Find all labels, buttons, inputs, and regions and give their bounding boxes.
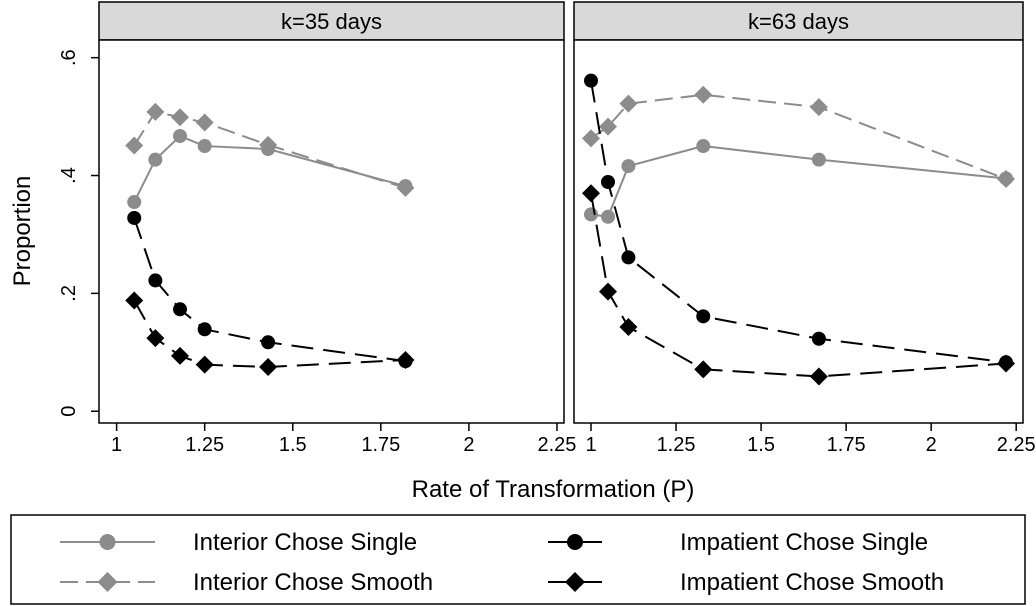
data-point — [146, 102, 165, 121]
x-tick-label: 1 — [111, 434, 122, 456]
data-point — [195, 355, 214, 374]
data-point — [148, 152, 163, 167]
panel-title: k=35 days — [281, 9, 382, 34]
series-line — [133, 110, 406, 189]
data-point — [696, 309, 711, 324]
data-point — [259, 358, 278, 377]
data-point — [584, 207, 599, 222]
legend-entry-interior-chose-single: Interior Chose Single — [60, 529, 417, 556]
data-point — [127, 210, 142, 225]
data-point — [171, 346, 190, 365]
legend-entry-impatient-chose-smooth: Impatient Chose Smooth — [548, 569, 944, 596]
y-tick-label: .2 — [58, 285, 80, 302]
series-line — [590, 80, 1007, 364]
series-line — [133, 134, 406, 203]
y-axis-label: Proportion — [9, 176, 36, 287]
x-tick-label: 1.5 — [747, 434, 775, 456]
data-point — [125, 291, 144, 310]
series-interior-chose-smooth — [582, 85, 1015, 189]
data-point — [619, 317, 638, 336]
data-point — [601, 175, 616, 190]
series-impatient-chose-smooth — [125, 291, 415, 377]
data-point — [809, 98, 828, 117]
data-point — [601, 209, 616, 224]
legend-label: Impatient Chose Smooth — [680, 569, 944, 596]
data-point — [809, 367, 828, 386]
series-line — [590, 193, 1007, 378]
data-point — [582, 129, 601, 148]
data-point — [621, 159, 636, 174]
legend: Interior Chose Single Impatient Chose Sin… — [10, 514, 1026, 605]
legend-marker — [97, 572, 118, 592]
data-point — [996, 170, 1015, 189]
plot-area — [98, 39, 565, 424]
data-point — [173, 302, 188, 317]
legend-label: Interior Chose Single — [193, 529, 417, 556]
data-point — [261, 335, 276, 350]
data-point — [197, 139, 212, 154]
x-tick-label: 2.25 — [537, 434, 576, 456]
data-point — [146, 329, 165, 348]
series-interior-chose-smooth — [125, 102, 415, 197]
legend-label: Impatient Chose Single — [680, 529, 928, 556]
x-tick-label: 2 — [463, 434, 474, 456]
data-point — [584, 73, 599, 88]
series-impatient-chose-smooth — [582, 184, 1015, 386]
data-point — [811, 331, 826, 346]
data-point — [396, 178, 415, 197]
data-point — [171, 108, 190, 127]
x-tick-label: 1.25 — [185, 434, 224, 456]
data-point — [599, 117, 618, 136]
legend-label: Interior Chose Smooth — [193, 569, 433, 596]
legend-entry-impatient-chose-single: Impatient Chose Single — [548, 529, 928, 556]
data-point — [619, 94, 638, 113]
data-point — [996, 354, 1015, 373]
x-axis-label: Rate of Transformation (P) — [412, 476, 695, 503]
series-line — [133, 299, 406, 369]
x-tick-label: 2.25 — [997, 434, 1036, 456]
data-point — [173, 129, 188, 144]
x-tick-label: 2 — [926, 434, 937, 456]
panel-1: k=35 days 1 1.25 1.5 1.75 2 2.25 0 .2 .4 .6 — [58, 1, 576, 456]
data-point — [694, 360, 713, 379]
legend-box — [10, 514, 1026, 605]
data-point — [621, 250, 636, 265]
data-point — [696, 139, 711, 154]
x-tick-label: 1 — [585, 434, 596, 456]
data-point — [125, 136, 144, 155]
x-tick-label: 1.75 — [827, 434, 866, 456]
data-point — [396, 350, 415, 369]
plot-area — [573, 39, 1024, 424]
x-tick-label: 1.25 — [657, 434, 696, 456]
x-tick-label: 1.5 — [279, 434, 307, 456]
data-point — [259, 135, 278, 154]
legend-entry-interior-chose-smooth: Interior Chose Smooth — [60, 569, 433, 596]
panel-2: k=63 days 1 1.25 1.5 1.75 2 2.25 — [573, 1, 1036, 456]
data-point — [197, 322, 212, 337]
data-point — [127, 195, 142, 210]
data-point — [811, 152, 826, 167]
data-point — [195, 113, 214, 132]
data-point — [582, 184, 601, 203]
y-tick-label: .4 — [58, 167, 80, 184]
data-point — [694, 85, 713, 104]
chart-panels: k=35 days 1 1.25 1.5 1.75 2 2.25 0 .2 .4 .6 k=63 da… — [58, 1, 1036, 456]
data-point — [599, 282, 618, 301]
panel-header — [98, 1, 565, 41]
legend-marker — [565, 572, 585, 592]
panel-title: k=63 days — [748, 9, 849, 34]
legend-marker — [567, 534, 583, 550]
y-tick-label: .6 — [58, 49, 80, 66]
data-point — [148, 273, 163, 288]
legend-marker — [99, 534, 116, 550]
y-tick-label: 0 — [58, 406, 80, 417]
x-tick-label: 1.75 — [361, 434, 400, 456]
